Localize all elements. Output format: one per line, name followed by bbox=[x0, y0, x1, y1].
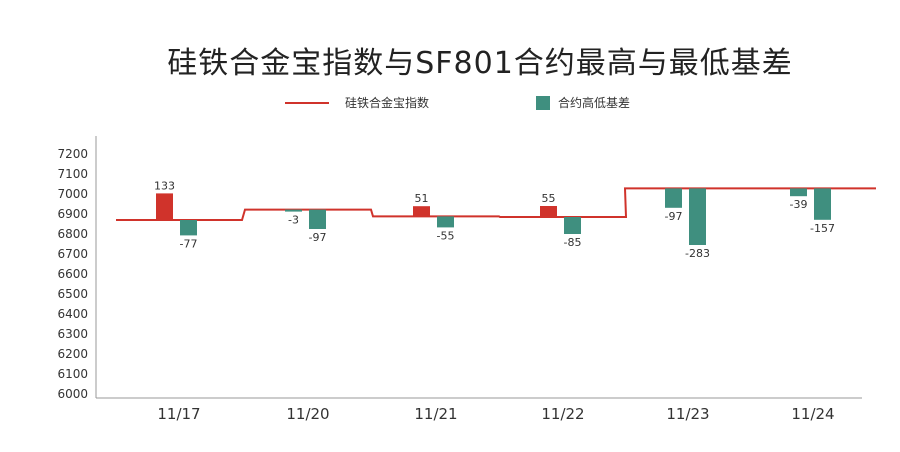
y-tick-label: 7200 bbox=[57, 147, 88, 161]
y-tick-label: 6100 bbox=[57, 367, 88, 381]
y-tick-label: 6700 bbox=[57, 247, 88, 261]
x-tick-label: 11/24 bbox=[791, 405, 834, 423]
basis-bar-low bbox=[180, 220, 197, 236]
y-tick-label: 6900 bbox=[57, 207, 88, 221]
legend-label-index: 硅铁合金宝指数 bbox=[345, 96, 430, 110]
index-series-line bbox=[116, 187, 876, 221]
y-tick-label: 6400 bbox=[57, 307, 88, 321]
legend-item-basis: 合约高低基差 bbox=[536, 94, 630, 111]
data-label: -157 bbox=[810, 222, 835, 235]
basis-bar-low bbox=[437, 216, 454, 228]
data-label: 55 bbox=[542, 192, 556, 205]
basis-bar-low bbox=[309, 209, 326, 229]
y-tick-label: 7100 bbox=[57, 167, 88, 181]
data-label: 51 bbox=[415, 192, 429, 205]
y-tick-label: 6200 bbox=[57, 347, 88, 361]
y-tick-label: 7000 bbox=[57, 187, 88, 201]
legend-box-swatch bbox=[536, 95, 550, 110]
data-label: -55 bbox=[437, 229, 455, 242]
y-tick-label: 6600 bbox=[57, 267, 88, 281]
basis-bar-high bbox=[156, 193, 173, 220]
y-tick-label: 6000 bbox=[57, 387, 88, 401]
data-label: 133 bbox=[154, 179, 175, 192]
basis-bar-low bbox=[814, 188, 831, 220]
data-label: -85 bbox=[564, 236, 582, 249]
basis-bar-low bbox=[564, 217, 581, 234]
legend-item-index: 硅铁合金宝指数 bbox=[285, 94, 429, 111]
legend-line-swatch bbox=[285, 101, 329, 104]
x-tick-label: 11/20 bbox=[286, 405, 329, 423]
y-tick-label: 6500 bbox=[57, 287, 88, 301]
x-tick-label: 11/23 bbox=[666, 405, 709, 423]
basis-bar-high bbox=[540, 206, 557, 217]
basis-bar-high bbox=[285, 209, 302, 212]
basis-bar-high bbox=[790, 188, 807, 197]
legend-label-basis: 合约高低基差 bbox=[558, 96, 631, 110]
data-label: -97 bbox=[309, 231, 327, 244]
basis-bar-high bbox=[413, 206, 430, 217]
x-tick-label: 11/22 bbox=[541, 405, 584, 423]
x-tick-label: 11/17 bbox=[157, 405, 200, 423]
basis-bar-high bbox=[665, 188, 682, 208]
data-label: -39 bbox=[790, 198, 808, 211]
chart-title: 硅铁合金宝指数与SF801合约最高与最低基差 bbox=[167, 46, 793, 81]
data-label: -77 bbox=[180, 237, 198, 250]
legend: 硅铁合金宝指数 合约高低基差 bbox=[0, 94, 900, 114]
y-tick-label: 6800 bbox=[57, 227, 88, 241]
data-label: -97 bbox=[665, 210, 683, 223]
y-tick-label: 6300 bbox=[57, 327, 88, 341]
x-tick-label: 11/21 bbox=[414, 405, 457, 423]
data-label: -3 bbox=[288, 214, 299, 227]
basis-bar-low bbox=[689, 188, 706, 245]
data-label: -283 bbox=[685, 247, 710, 260]
